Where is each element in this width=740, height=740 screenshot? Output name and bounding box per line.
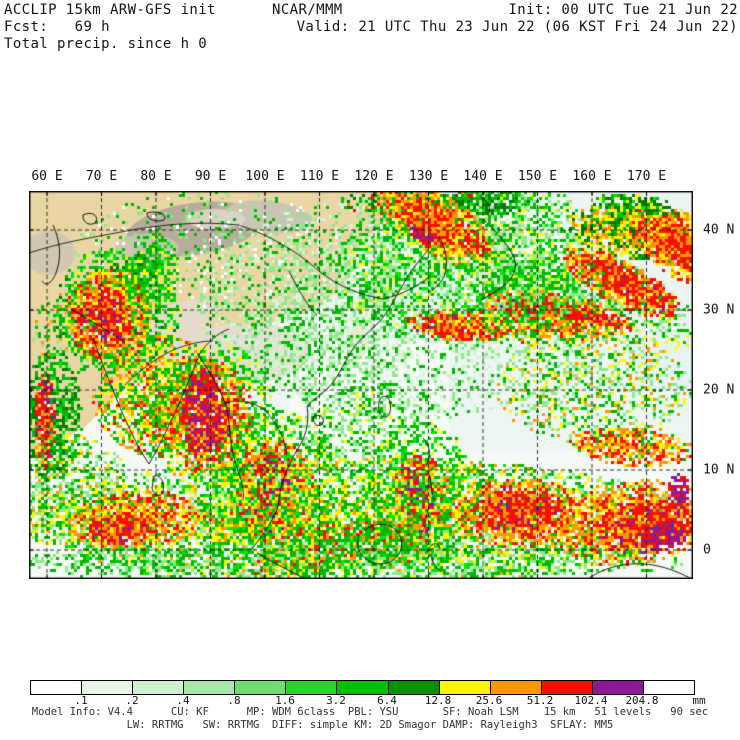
colorbar-tick-label: .4 [176, 694, 190, 707]
init-time-label: Init: 00 UTC Tue 21 Jun 22 [508, 2, 738, 18]
colorbar-segment [337, 681, 389, 694]
colorbar-segment [82, 681, 134, 694]
colorbar-tick-label: 102.4 [574, 694, 608, 707]
fcst-hour-label: Fcst: 69 h [4, 19, 110, 35]
colorbar-segment [184, 681, 236, 694]
colorbar-tick-label: .2 [125, 694, 139, 707]
lon-tick-label: 90 E [194, 169, 227, 184]
lon-tick-label: 140 E [463, 169, 503, 184]
colorbar-segment [643, 681, 695, 694]
colorbar-segment [133, 681, 185, 694]
colorbar-tick-label: .1 [74, 694, 88, 707]
colorbar-segment [286, 681, 338, 694]
colorbar-segment [439, 681, 491, 694]
valid-time-label: Valid: 21 UTC Thu 23 Jun 22 (06 KST Fri … [296, 19, 738, 35]
colorbar-tick-label: 12.8 [424, 694, 452, 707]
lon-tick-label: 110 E [299, 169, 340, 184]
lon-tick-label: 80 E [140, 169, 172, 184]
precipitation-map-canvas [29, 191, 693, 579]
lon-tick-label: 130 E [408, 169, 449, 184]
org-label: NCAR/MMM [272, 2, 343, 18]
lat-tick-label: 10 N [703, 462, 735, 478]
field-title: Total precip. since h 0 [4, 36, 208, 52]
lon-tick-label: 150 E [517, 169, 558, 184]
colorbar-segment [592, 681, 644, 694]
colorbar-segment [31, 681, 83, 694]
colorbar-tick-label: 1.6 [275, 694, 295, 707]
lon-tick-label: 100 E [245, 169, 285, 184]
model-info-line1: Model Info: V4.4 CU: KF MP: WDM 6class P… [31, 706, 709, 718]
colorbar-unit-label: mm [692, 694, 706, 707]
colorbar-segment [541, 681, 593, 694]
model-info-line2: LW: RRTMG SW: RRTMG DIFF: simple KM: 2D … [126, 719, 614, 731]
colorbar-tick-label: 3.2 [326, 694, 346, 707]
lat-tick-label: 40 N [703, 222, 735, 238]
colorbar-tick-label: 51.2 [526, 694, 554, 707]
lon-tick-label: 120 E [354, 169, 394, 184]
lon-tick-label: 170 E [626, 169, 667, 184]
lon-tick-label: 70 E [85, 169, 118, 184]
lat-tick-label: 30 N [703, 302, 735, 318]
colorbar-segment [490, 681, 542, 694]
colorbar-bar [30, 680, 695, 695]
lon-tick-label: 160 E [572, 169, 612, 184]
colorbar-tick-label: 25.6 [475, 694, 503, 707]
colorbar-tick-label: 6.4 [377, 694, 397, 707]
colorbar-tick-label: .8 [227, 694, 241, 707]
lat-tick-label: 0 [703, 542, 711, 558]
colorbar-segment [235, 681, 287, 694]
lon-tick-label: 60 E [31, 169, 63, 184]
colorbar-segment [388, 681, 440, 694]
colorbar-tick-label: 204.8 [625, 694, 659, 707]
model-title: ACCLIP 15km ARW-GFS init [4, 2, 216, 18]
lat-tick-label: 20 N [703, 382, 735, 398]
